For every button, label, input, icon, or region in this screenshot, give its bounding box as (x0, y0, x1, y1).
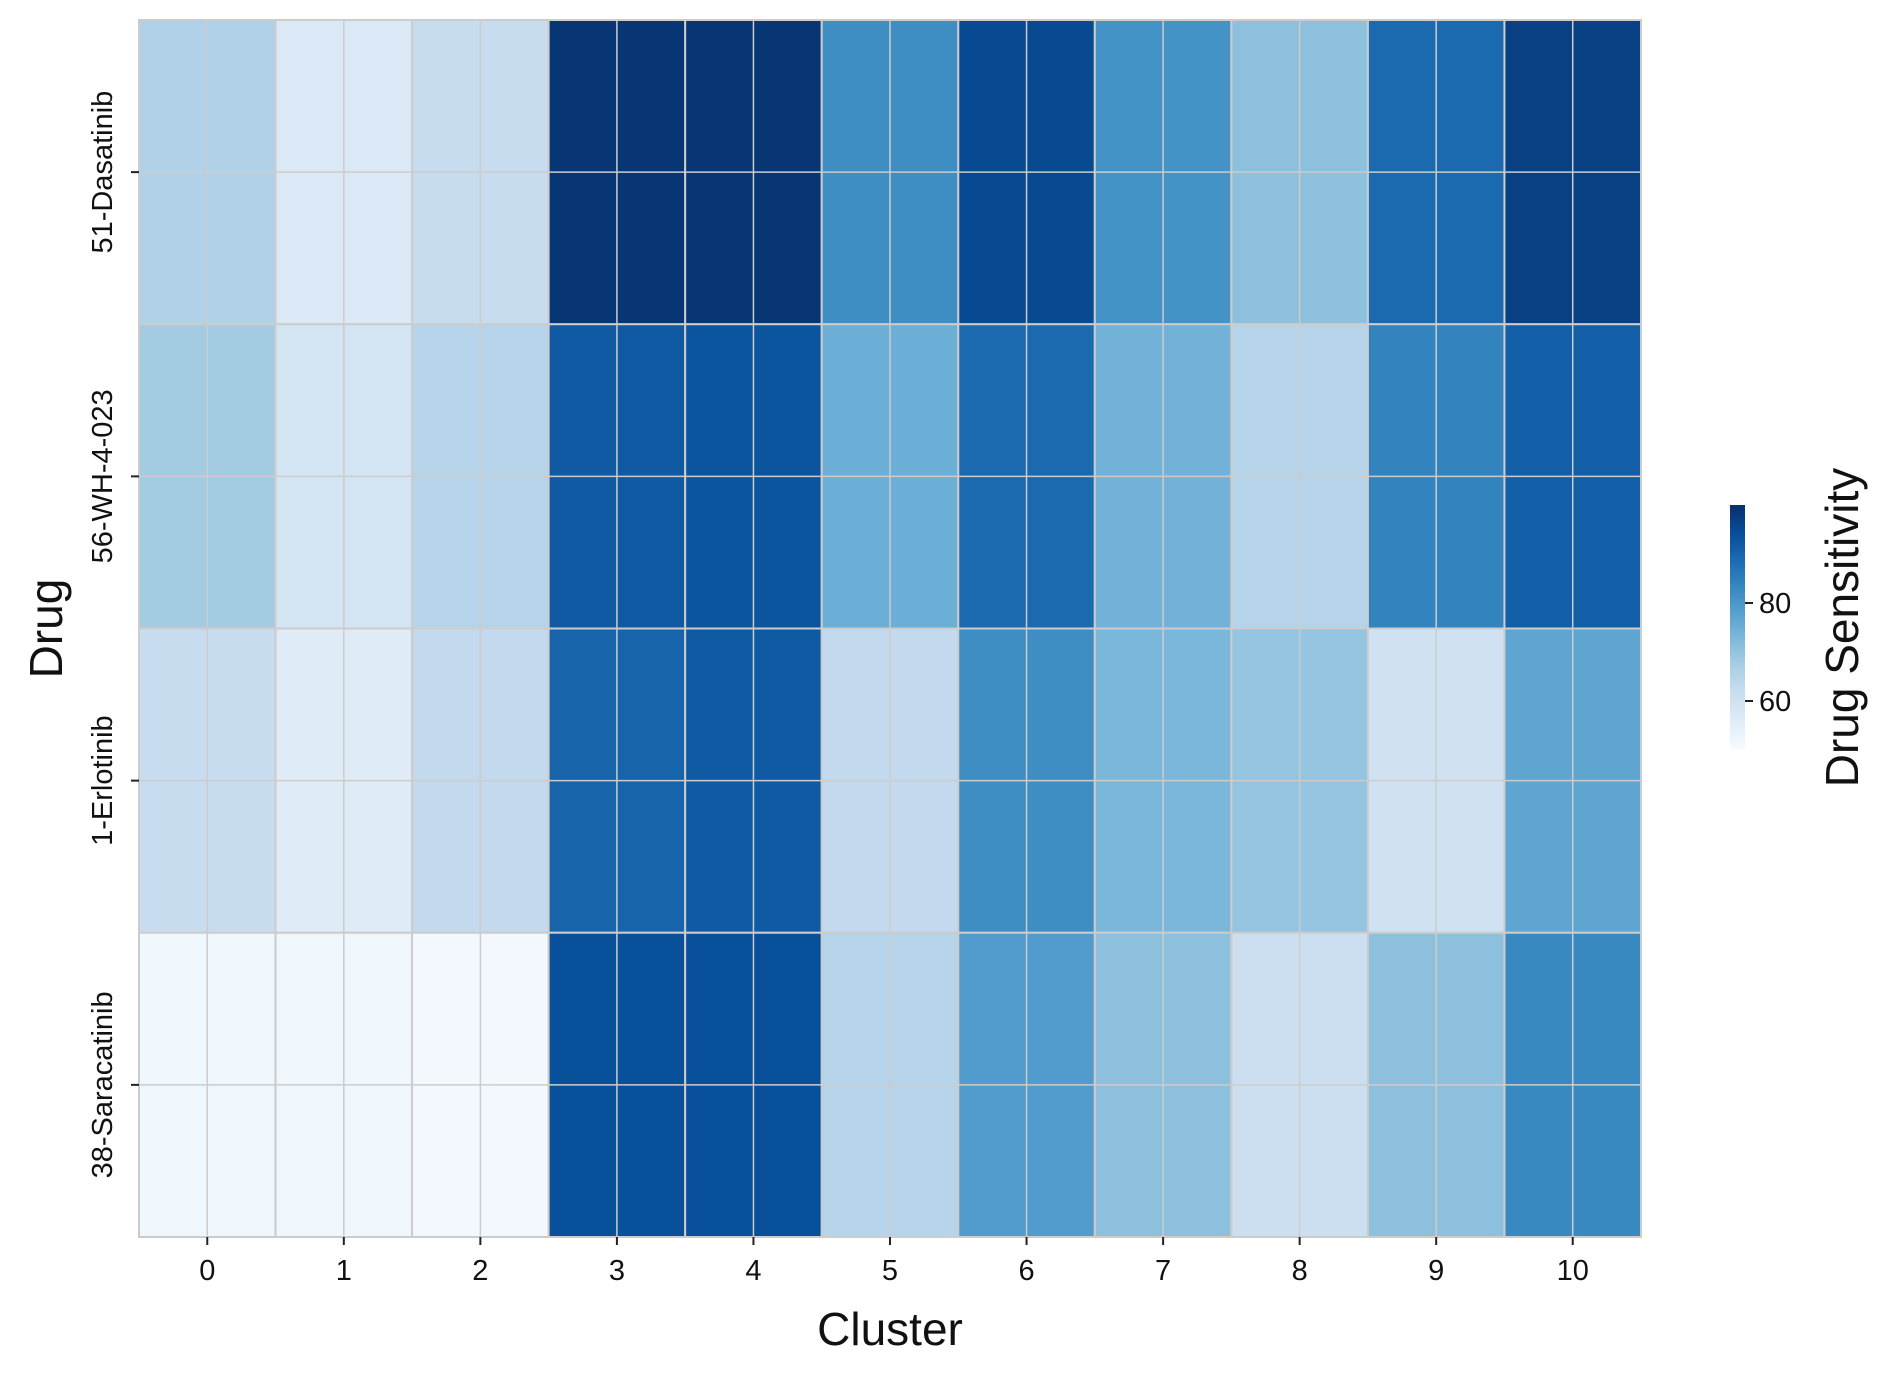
x-tick-label: 6 (1018, 1255, 1034, 1287)
x-tick-label: 3 (609, 1255, 625, 1287)
x-tick-label: 5 (882, 1255, 898, 1287)
y-tick-label: 56-WH-4-023 (87, 389, 119, 563)
x-tick-label: 1 (336, 1255, 352, 1287)
x-tick-label: 0 (199, 1255, 215, 1287)
x-tick-label: 9 (1428, 1255, 1444, 1287)
colorbar-tick-label: 80 (1759, 588, 1791, 620)
y-tick-label: 38-Saracatinib (87, 991, 119, 1178)
colorbar-tick-label: 60 (1759, 686, 1791, 718)
x-axis-label: Cluster (817, 1303, 963, 1355)
y-axis-label: Drug (20, 579, 72, 679)
x-axis-ticks: 0 1 2 3 4 5 6 7 8 9 10 (199, 1237, 1589, 1287)
y-axis-ticks: 51-Dasatinib 56-WH-4-023 1-Erlotinib 38-Sar… (87, 91, 139, 1178)
x-tick-label: 2 (472, 1255, 488, 1287)
colorbar (1730, 505, 1745, 750)
x-tick-label: 10 (1557, 1255, 1589, 1287)
colorbar-ticks: 60 80 (1745, 588, 1791, 718)
y-tick-label: 1-Erlotinib (87, 715, 119, 846)
x-tick-label: 4 (745, 1255, 761, 1287)
colorbar-label: Drug Sensitivity (1816, 468, 1868, 788)
y-tick-label: 51-Dasatinib (87, 91, 119, 254)
x-tick-label: 7 (1155, 1255, 1171, 1287)
x-tick-label: 8 (1292, 1255, 1308, 1287)
heatmap-cells (138, 19, 1643, 1238)
